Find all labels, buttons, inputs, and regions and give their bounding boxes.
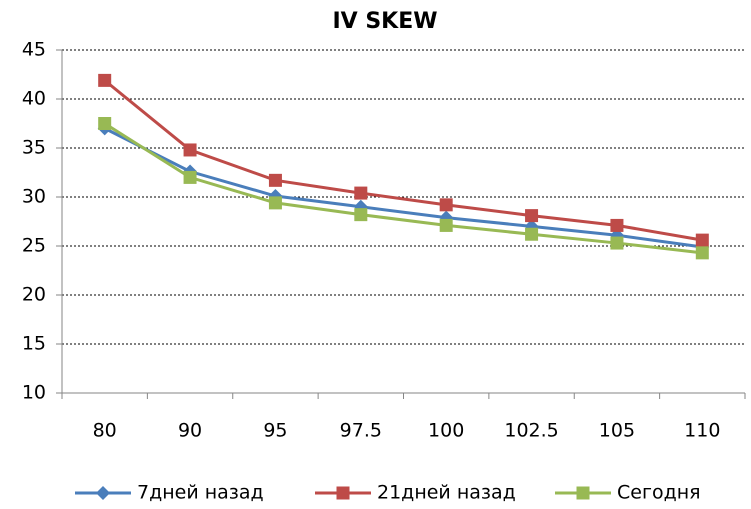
y-tick-label: 20 [22,284,46,306]
x-tick-label: 100 [428,420,464,442]
data-point [98,117,112,130]
data-point [525,209,539,223]
chart-title: IV SKEW [332,9,437,34]
series-line [104,127,703,249]
y-tick-label: 25 [22,235,46,257]
data-point [183,170,197,184]
legend-marker [96,486,110,500]
legend-label: 7дней назад [137,482,264,504]
data-point [610,236,624,250]
legend-marker [576,486,590,500]
data-point [610,218,624,232]
data-point [354,208,368,222]
series-line [103,122,703,255]
x-tick-label: 105 [599,420,635,442]
y-tick-label: 30 [22,186,46,208]
legend-marker [336,486,350,500]
x-tick-label: 102.5 [504,420,558,442]
data-point [695,233,709,247]
data-point [439,198,453,212]
data-point [268,173,282,187]
y-tick-label: 40 [22,88,46,110]
data-point [439,218,453,232]
x-tick-label: 80 [93,420,117,442]
y-tick-label: 10 [22,382,46,404]
y-tick-label: 15 [22,333,46,355]
legend-label: 21дней назад [377,482,516,504]
series-line [103,79,703,242]
data-point [695,246,709,260]
x-tick-label: 97.5 [340,420,382,442]
y-tick-label: 45 [22,39,46,61]
y-tick-label: 35 [22,137,46,159]
data-point [268,196,282,210]
x-tick-label: 110 [684,420,720,442]
legend-label: Сегодня [617,482,701,504]
x-tick-label: 95 [263,420,287,442]
data-point [183,143,197,157]
x-tick-label: 90 [178,420,202,442]
data-point [525,227,539,241]
data-point [354,186,368,200]
data-point [98,73,112,87]
